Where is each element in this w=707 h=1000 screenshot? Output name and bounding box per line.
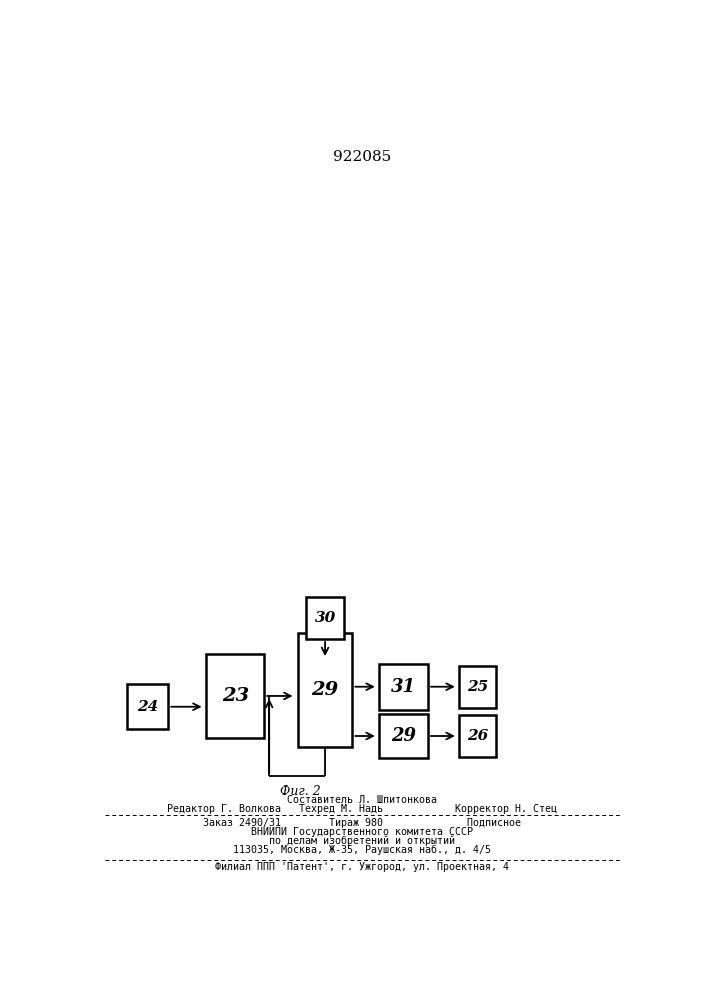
- Text: 31: 31: [391, 678, 416, 696]
- Text: ВНИИПИ Государственного комитета СССР: ВНИИПИ Государственного комитета СССР: [251, 827, 474, 837]
- Text: 922085: 922085: [333, 150, 392, 164]
- Text: Составитель Л. Шпитонкова: Составитель Л. Шпитонкова: [287, 795, 438, 805]
- Text: 29: 29: [391, 727, 416, 745]
- Text: по делам изобретений и открытий: по делам изобретений и открытий: [269, 836, 455, 846]
- Bar: [306, 597, 344, 639]
- Text: Филиал ППП 'Патент', г. Ужгород, ул. Проектная, 4: Филиал ППП 'Патент', г. Ужгород, ул. Про…: [216, 862, 509, 872]
- Text: 29: 29: [312, 681, 339, 699]
- Bar: [127, 684, 168, 729]
- Bar: [459, 666, 496, 708]
- Text: 30: 30: [315, 611, 336, 625]
- Bar: [459, 715, 496, 757]
- Text: 113035, Москва, Ж-35, Раушская наб., д. 4/5: 113035, Москва, Ж-35, Раушская наб., д. …: [233, 845, 491, 855]
- Text: 23: 23: [221, 687, 249, 705]
- Text: Заказ 2490/31        Тираж 980              Подписное: Заказ 2490/31 Тираж 980 Подписное: [204, 818, 521, 828]
- Text: 26: 26: [467, 729, 488, 743]
- Bar: [379, 714, 428, 758]
- Text: Редактор Г. Волкова   Техред М. Надь            Корректор Н. Стец: Редактор Г. Волкова Техред М. Надь Корре…: [168, 804, 557, 814]
- Text: Фиг. 2: Фиг. 2: [280, 785, 321, 798]
- Bar: [298, 633, 353, 747]
- Bar: [379, 664, 428, 710]
- Bar: [206, 654, 264, 738]
- Text: 24: 24: [137, 700, 158, 714]
- Text: 25: 25: [467, 680, 488, 694]
